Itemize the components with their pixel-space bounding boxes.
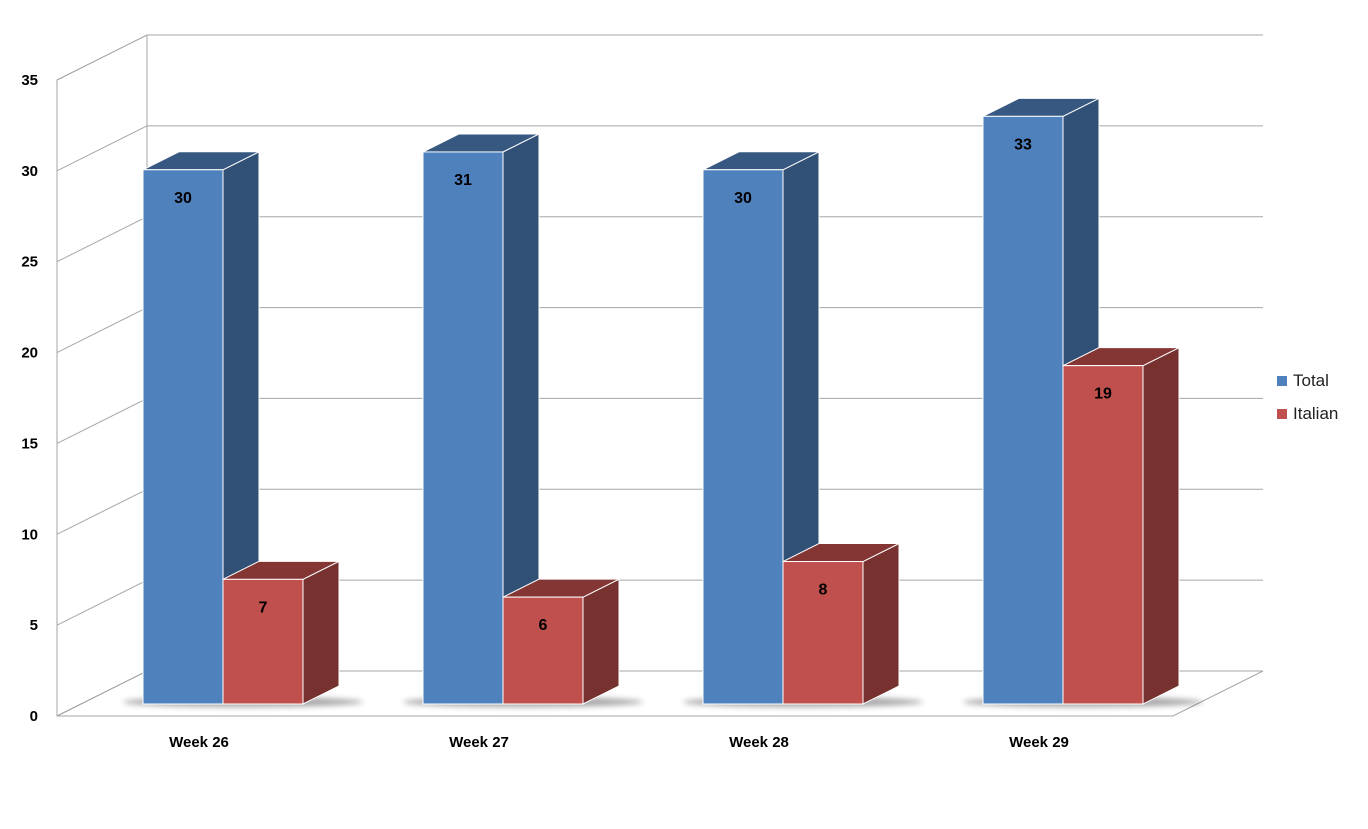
x-category-label: Week 27 [449,734,509,751]
gridline-side-35 [56,34,148,81]
left-wall [56,34,148,717]
x-axis-categories: Week 26 Week 27 Week 28 Week 29 [169,734,1069,751]
x-category-label: Week 29 [1009,734,1069,751]
gridline-side-20 [56,307,148,354]
data-label: 7 [259,599,268,616]
y-tick-label: 10 [21,526,38,543]
y-tick-label: 5 [30,617,38,634]
gridline-side-30 [56,125,148,172]
bar-total-0 [142,169,224,705]
bar-italian-2 [782,561,864,705]
y-axis-ticks: 0 5 10 15 20 25 30 35 [21,72,38,725]
y-tick-label: 15 [21,435,38,452]
data-label: 19 [1094,386,1112,403]
gridline-side-10 [56,488,148,535]
bars: 30 7 31 6 30 8 33 19 [142,97,1180,705]
bar-total-3 [982,115,1064,705]
y-tick-label: 30 [21,163,38,180]
legend-label-total: Total [1293,370,1329,390]
legend-swatch-total [1277,375,1287,386]
data-label: 31 [454,172,472,189]
bar-italian-1 [502,596,584,705]
y-tick-label: 0 [30,708,38,725]
bar-side-italian-2 [862,542,900,705]
legend-label-italian: Italian [1293,403,1339,423]
legend-item-total: Total [1277,364,1338,397]
gridline-side-15 [56,397,148,444]
bar-italian-3 [1062,365,1144,705]
gridline-side-0 [56,670,148,717]
bar-total-2 [702,169,784,705]
y-tick-label: 25 [21,254,38,271]
bar-italian-0 [222,578,304,705]
legend-swatch-italian [1277,408,1287,419]
legend-item-italian: Italian [1277,397,1338,430]
bar-side-italian-1 [582,578,620,705]
gridline-side-5 [56,579,148,626]
gridline-side-25 [56,216,148,263]
bar-total-1 [422,151,504,705]
data-label: 30 [734,190,752,207]
legend: Total Italian [1277,364,1338,430]
data-label: 30 [174,190,192,207]
data-label: 6 [539,617,548,634]
y-tick-label: 35 [21,72,38,89]
x-category-label: Week 28 [729,734,789,751]
data-label: 8 [819,582,828,599]
data-label: 33 [1014,136,1032,153]
bar-side-italian-0 [302,560,340,705]
y-tick-label: 20 [21,345,38,362]
x-category-label: Week 26 [169,734,229,751]
bar-side-italian-3 [1142,346,1180,705]
